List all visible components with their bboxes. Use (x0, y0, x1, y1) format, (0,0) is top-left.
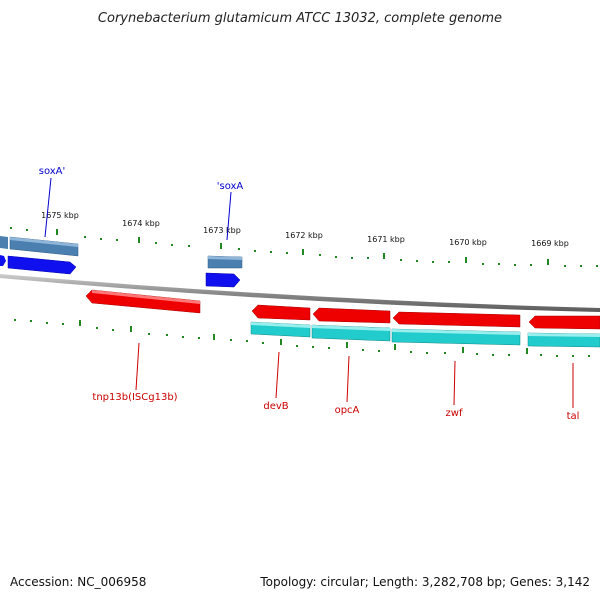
gene-label-zwf[interactable]: zwf (446, 408, 463, 419)
forward-cds-track (0, 236, 243, 269)
gene-label-soxA-prime[interactable]: soxA' (39, 166, 66, 177)
tick-label: 1675 kbp (41, 211, 79, 220)
forward-gene-track (0, 255, 241, 288)
gene-label-devB[interactable]: devB (263, 401, 288, 412)
tick-label: 1671 kbp (367, 235, 405, 244)
tick-label: 1669 kbp (531, 239, 569, 248)
map-title: Corynebacterium glutamicum ATCC 13032, c… (98, 11, 502, 26)
topology-summary-text: Topology: circular; Length: 3,282,708 bp… (259, 575, 590, 589)
genome-backbone (0, 274, 600, 312)
gene-label-soxA[interactable]: 'soxA (217, 181, 244, 192)
outer-tick-ring (10, 227, 598, 267)
gene-label-opcA[interactable]: opcA (335, 405, 360, 416)
inner-tick-ring (14, 319, 590, 357)
forward-label-leaders (44, 177, 232, 241)
tick-label: 1674 kbp (122, 219, 160, 228)
gene-label-tnp13b[interactable]: tnp13b(ISCg13b) (92, 392, 177, 403)
tick-label: 1672 kbp (285, 231, 323, 240)
reverse-cds-track (250, 321, 600, 348)
tick-label: 1673 kbp (203, 226, 241, 235)
accession-text: Accession: NC_006958 (10, 575, 146, 589)
tick-label: 1670 kbp (449, 238, 487, 247)
reverse-gene-track (85, 289, 600, 330)
gene-label-tal[interactable]: tal (567, 411, 580, 422)
reverse-label-leaders (135, 342, 574, 408)
